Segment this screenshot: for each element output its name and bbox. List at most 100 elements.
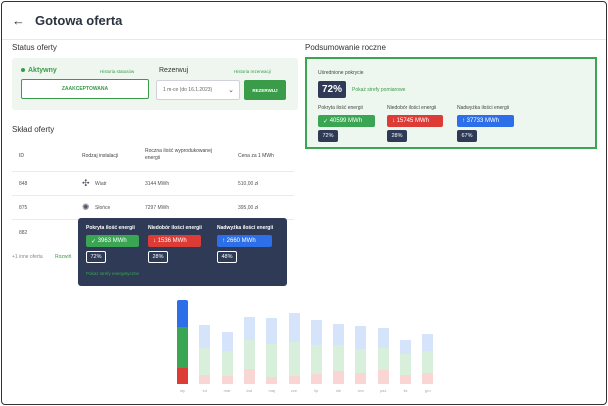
month-label: wrz [357, 388, 364, 393]
reserve-button[interactable]: REZERWUJ [244, 80, 286, 100]
tt-surplus-pct: 48% [217, 251, 237, 263]
col-header-id: ID [19, 153, 24, 159]
arrow-up-icon: ↑ [462, 118, 467, 124]
month-label: cze [290, 388, 298, 393]
tt-covered-label: Pokryta ilość energii [86, 225, 135, 231]
month-label: lis [403, 388, 408, 393]
tt-deficit-pct: 28% [148, 251, 168, 263]
bar-deficit-sie[interactable] [333, 371, 345, 384]
tt-deficit-value: 1536 MWh [157, 238, 187, 244]
tt-surplus-badge: ↑ 2660 MWh [217, 235, 272, 247]
month-label: kwi [246, 388, 253, 393]
bar-surplus-paź[interactable] [377, 328, 389, 348]
tt-deficit-label: Niedobór ilości energii [148, 225, 202, 231]
bar-deficit-lip[interactable] [310, 373, 322, 384]
row-price: 510,00 zł [238, 181, 259, 187]
bar-covered-paź[interactable] [377, 347, 389, 371]
back-arrow-icon[interactable]: ← [12, 13, 25, 28]
bar-deficit-cze[interactable] [288, 376, 300, 384]
bar-surplus-maj[interactable] [266, 317, 278, 345]
bar-surplus-sty[interactable] [177, 299, 188, 327]
month-label: lut [202, 388, 207, 393]
status-section-title: Status oferty [12, 43, 57, 52]
month-label: maj [268, 388, 275, 393]
zones-link[interactable]: Pokaż strefy pomiarowe [352, 87, 406, 93]
bar-covered-lut[interactable] [199, 347, 211, 375]
tt-surplus-label: Nadwyżka ilości energii [217, 225, 274, 231]
status-history-link[interactable]: Historia statusów [100, 69, 135, 74]
surplus-badge: ↑ 37733 MWh [457, 115, 514, 127]
composition-section-title: Skład oferty [12, 125, 55, 134]
sun-icon: ✺ [82, 202, 90, 212]
bar-deficit-maj[interactable] [266, 377, 278, 384]
bar-covered-kwi[interactable] [243, 339, 255, 370]
bar-surplus-sie[interactable] [333, 323, 345, 346]
arrow-down-icon: ↓ [392, 118, 397, 124]
row-energy: 7297 MWh [145, 205, 170, 211]
deficit-pct: 28% [387, 130, 407, 142]
bar-surplus-kwi[interactable] [243, 316, 255, 340]
covered-value: 40599 MWh [329, 118, 363, 124]
row-divider [12, 171, 294, 172]
row-type: Słońce [95, 205, 111, 211]
expand-link[interactable]: Rozwiń [55, 254, 72, 260]
month-label: paź [379, 388, 387, 393]
surplus-label: Nadwyżka ilości energii [457, 105, 509, 111]
deficit-value: 15745 MWh [396, 118, 430, 124]
approved-button[interactable]: ZAAKCEPTOWANA [21, 79, 149, 99]
bar-surplus-lut[interactable] [199, 324, 211, 348]
bar-covered-sie[interactable] [333, 345, 345, 372]
bar-deficit-gru[interactable] [422, 372, 434, 384]
active-dot-icon [21, 68, 25, 73]
arrow-down-icon: ↓ [153, 238, 158, 244]
bar-deficit-kwi[interactable] [243, 369, 255, 384]
tt-surplus-value: 2660 MWh [226, 238, 256, 244]
reserve-history-link[interactable]: Historia rezerwacji [234, 69, 271, 74]
month-label: sie [336, 388, 342, 393]
bar-covered-cze[interactable] [288, 341, 300, 376]
month-label: lip [314, 388, 319, 393]
bar-covered-maj[interactable] [266, 344, 278, 378]
bar-deficit-mar[interactable] [221, 376, 233, 384]
bar-covered-gru[interactable] [422, 350, 434, 373]
bar-surplus-wrz[interactable] [355, 325, 367, 349]
reserve-label: Rezerwuj [159, 67, 189, 74]
bar-deficit-wrz[interactable] [355, 372, 367, 384]
avg-coverage-label: Uśrednione pokrycie [318, 70, 364, 76]
bar-deficit-paź[interactable] [377, 370, 389, 384]
page-title: Gotowa oferta [35, 13, 123, 28]
bar-covered-lip[interactable] [310, 345, 322, 374]
bar-deficit-lut[interactable] [199, 374, 211, 384]
bar-deficit-lis[interactable] [400, 374, 411, 384]
bar-covered-lis[interactable] [400, 354, 411, 375]
tt-zones-link[interactable]: Pokaż strefy energetyczne [86, 271, 140, 276]
bar-covered-sty[interactable] [177, 327, 188, 369]
tt-covered-pct: 72% [86, 251, 106, 263]
bar-surplus-lip[interactable] [310, 320, 322, 346]
row-price: 395,00 zł [238, 205, 259, 211]
month-label: gru [424, 388, 431, 393]
bar-surplus-mar[interactable] [221, 331, 233, 351]
bar-covered-mar[interactable] [221, 350, 233, 377]
row-energy: 3144 MWh [145, 181, 170, 187]
col-header-energy: Roczna ilość wyprodukowanej energii [145, 148, 212, 161]
month-label: mar [223, 388, 231, 393]
wind-icon: ✣ [82, 178, 90, 188]
surplus-value: 37733 MWh [466, 118, 500, 124]
row-type: Wiatr [95, 181, 107, 187]
covered-pct: 72% [318, 130, 338, 142]
bar-surplus-cze[interactable] [288, 313, 300, 342]
row-id: 875 [19, 205, 28, 211]
bar-surplus-gru[interactable] [422, 333, 434, 351]
reserve-period-select[interactable]: 1 m-ce (do 16.1.2023) ⌄ [156, 80, 240, 100]
reserve-select-value: 1 m-ce (do 16.1.2023) [163, 87, 213, 93]
bar-deficit-sty[interactable] [177, 368, 188, 384]
row-divider [12, 195, 294, 196]
bar-surplus-lis[interactable] [400, 339, 411, 355]
covered-badge: ✓ 40599 MWh [318, 115, 375, 127]
chevron-down-icon: ⌄ [228, 87, 234, 94]
chart-tooltip: Pokryta ilość energii ✓ 3963 MWh 72% Nie… [78, 218, 287, 286]
active-label: Aktywny [28, 67, 57, 74]
bar-covered-wrz[interactable] [355, 348, 367, 373]
active-status: Aktywny [21, 67, 57, 74]
